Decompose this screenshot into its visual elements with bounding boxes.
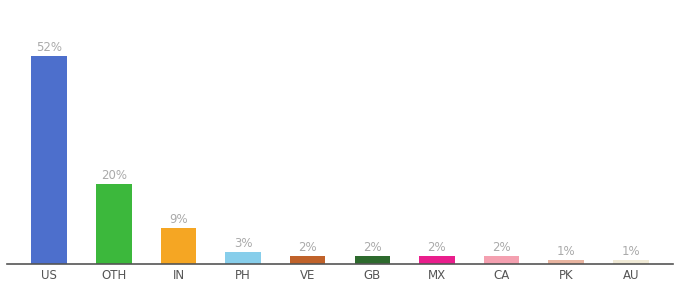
Bar bbox=[225, 252, 261, 264]
Text: 1%: 1% bbox=[622, 245, 640, 258]
Bar bbox=[483, 256, 520, 264]
Bar bbox=[96, 184, 132, 264]
Text: 2%: 2% bbox=[363, 241, 381, 254]
Text: 20%: 20% bbox=[101, 169, 127, 182]
Text: 2%: 2% bbox=[492, 241, 511, 254]
Bar bbox=[613, 260, 649, 264]
Text: 52%: 52% bbox=[36, 41, 63, 54]
Text: 2%: 2% bbox=[428, 241, 446, 254]
Bar bbox=[290, 256, 326, 264]
Text: 9%: 9% bbox=[169, 213, 188, 226]
Text: 3%: 3% bbox=[234, 237, 252, 250]
Bar bbox=[160, 228, 197, 264]
Bar bbox=[354, 256, 390, 264]
Text: 2%: 2% bbox=[299, 241, 317, 254]
Bar bbox=[31, 56, 67, 264]
Text: 1%: 1% bbox=[557, 245, 575, 258]
Bar bbox=[548, 260, 584, 264]
Bar bbox=[419, 256, 455, 264]
